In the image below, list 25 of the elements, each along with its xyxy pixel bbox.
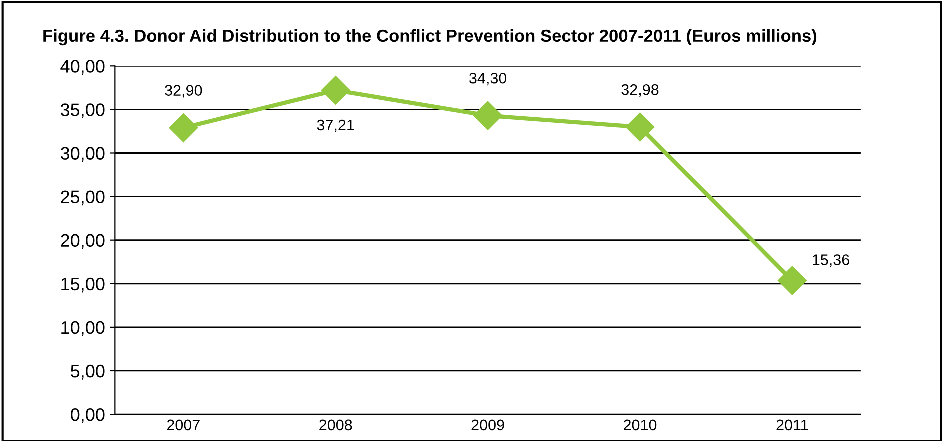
point [321, 76, 350, 105]
x-tick-label: 2010 [624, 420, 657, 431]
point [778, 266, 807, 296]
point [169, 114, 198, 142]
point [626, 112, 655, 142]
y-tick-label: 35,00 [60, 104, 105, 119]
y-tick-label: 15,00 [62, 278, 105, 293]
x-tick-label: 2008 [320, 420, 352, 431]
y-tick-label: 40,00 [60, 60, 105, 76]
x-tick-label: 2011 [776, 420, 808, 431]
data-label: 15,36 [813, 254, 850, 268]
x-tick-label: 2009 [472, 420, 504, 431]
data-label: 34,30 [470, 72, 507, 86]
chart-title: Figure 4.3. Donor Aid Distribution to the Conflict Prevention Sector 2007-2011 (Euros millions) [44, 29, 817, 46]
y-tick-label: 25,00 [61, 190, 105, 206]
data-label: 32,98 [622, 84, 659, 98]
data-label: 32,90 [165, 85, 202, 98]
y-tick-label: 10,00 [62, 321, 105, 336]
y-tick-label: 30,00 [60, 147, 105, 162]
y-tick-label: 0,00 [71, 408, 105, 424]
data-label: 37,21 [317, 120, 354, 132]
y-tick-label: 5,00 [71, 364, 105, 380]
point [474, 101, 502, 130]
y-tick-label: 20,00 [61, 234, 105, 250]
x-tick-label: 2007 [167, 420, 200, 431]
